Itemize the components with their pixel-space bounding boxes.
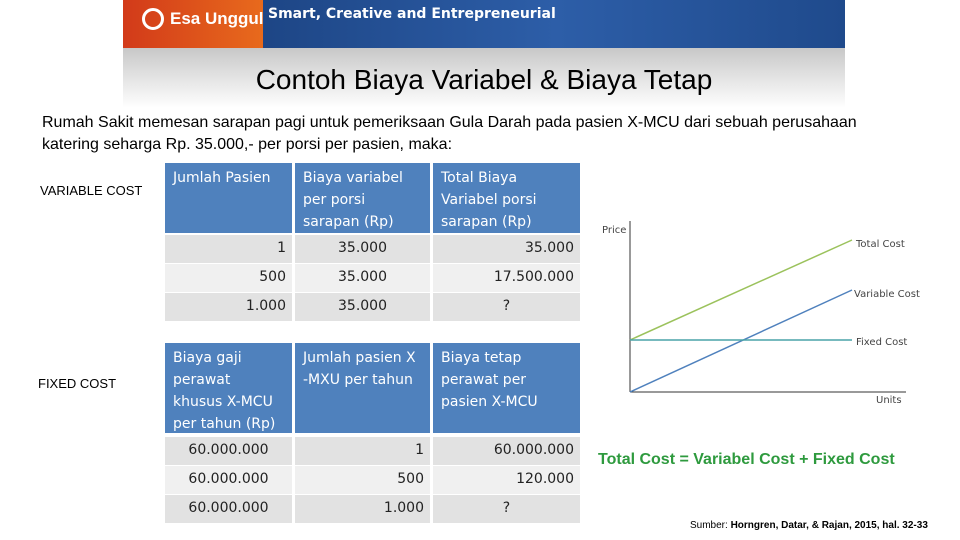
table-cell: 60.000.000 bbox=[165, 437, 292, 465]
table-cell: Biaya variabel per porsi sarapan (Rp) bbox=[295, 163, 430, 233]
table-cell: 60.000.000 bbox=[165, 495, 292, 523]
table-cell: Total Biaya Variabel porsi sarapan (Rp) bbox=[433, 163, 580, 233]
source: Sumber: Horngren, Datar, & Rajan, 2015, … bbox=[690, 520, 928, 531]
table-cell: ? bbox=[433, 293, 580, 321]
line-label: Variable Cost bbox=[854, 289, 920, 300]
variable-cost-line bbox=[629, 289, 853, 393]
table-cell: 120.000 bbox=[433, 466, 580, 494]
axis-label: Units bbox=[876, 395, 902, 406]
brand: Esa Unggul bbox=[170, 9, 264, 28]
table-cell: Biaya tetap perawat per pasien X-MCU bbox=[433, 343, 580, 433]
table-cell: 500 bbox=[295, 466, 430, 494]
line-label: Total Cost bbox=[855, 239, 905, 250]
cost-diagram: Price Units Total Cost Variable Cost Fix… bbox=[602, 221, 920, 406]
table-cell: ? bbox=[433, 495, 580, 523]
table-cell: 35.000 bbox=[295, 235, 430, 263]
table-cell: Jumlah pasien X -MXU per tahun bbox=[295, 343, 430, 433]
table-cell: Jumlah Pasien bbox=[165, 163, 292, 233]
title: Contoh Biaya Variabel & Biaya Tetap bbox=[255, 64, 713, 95]
table-cell: Biaya gaji perawat khusus X-MCU per tahu… bbox=[165, 343, 292, 433]
table-cell: 35.000 bbox=[433, 235, 580, 263]
table-cell: 1 bbox=[295, 437, 430, 465]
intro: Rumah Sakit memesan sarapan pagi untuk p… bbox=[42, 114, 857, 153]
section-label: FIXED COST bbox=[38, 376, 117, 391]
table-cell: 60.000.000 bbox=[165, 466, 292, 494]
formula: Total Cost = Variabel Cost + Fixed Cost bbox=[598, 451, 895, 468]
total-cost-line bbox=[629, 239, 853, 341]
table-cell: 17.500.000 bbox=[433, 264, 580, 292]
logo-icon bbox=[142, 8, 164, 30]
tagline: Smart, Creative and Entrepreneurial bbox=[268, 6, 556, 22]
table-cell: 35.000 bbox=[295, 264, 430, 292]
table-cell: 1.000 bbox=[295, 495, 430, 523]
line-label: Fixed Cost bbox=[856, 337, 907, 348]
table-cell: 1.000 bbox=[165, 293, 292, 321]
table-cell: 500 bbox=[165, 264, 292, 292]
axis-label: Price bbox=[602, 225, 626, 236]
title-band bbox=[123, 48, 845, 108]
section-label: VARIABLE COST bbox=[40, 183, 143, 198]
source-text: Horngren, Datar, & Rajan, 2015, hal. 32-… bbox=[730, 520, 928, 531]
table-cell: 1 bbox=[165, 235, 292, 263]
table-cell: 35.000 bbox=[295, 293, 430, 321]
source-prefix: Sumber: bbox=[690, 520, 728, 531]
table-cell: 60.000.000 bbox=[433, 437, 580, 465]
